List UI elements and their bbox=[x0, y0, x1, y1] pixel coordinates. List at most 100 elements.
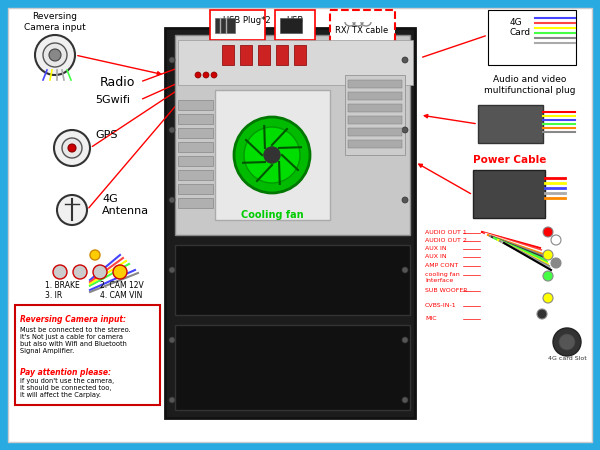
FancyBboxPatch shape bbox=[178, 156, 213, 166]
Circle shape bbox=[551, 235, 561, 245]
Circle shape bbox=[551, 258, 561, 268]
Circle shape bbox=[169, 337, 175, 343]
Circle shape bbox=[90, 250, 100, 260]
FancyBboxPatch shape bbox=[215, 18, 235, 33]
Text: Power Cable: Power Cable bbox=[473, 155, 547, 165]
Text: GPS: GPS bbox=[95, 130, 118, 140]
Text: 4: 4 bbox=[118, 269, 122, 275]
Text: Radio: Radio bbox=[100, 76, 135, 89]
Text: USB Plug*2: USB Plug*2 bbox=[223, 16, 271, 25]
Circle shape bbox=[402, 57, 408, 63]
FancyBboxPatch shape bbox=[215, 90, 330, 220]
Circle shape bbox=[43, 43, 67, 67]
Text: AMP CONT: AMP CONT bbox=[425, 263, 458, 268]
Circle shape bbox=[543, 293, 553, 303]
Text: MIC: MIC bbox=[425, 316, 437, 321]
FancyBboxPatch shape bbox=[258, 45, 270, 65]
Circle shape bbox=[234, 117, 310, 193]
FancyBboxPatch shape bbox=[478, 105, 543, 143]
Circle shape bbox=[543, 271, 553, 281]
Circle shape bbox=[402, 267, 408, 273]
FancyBboxPatch shape bbox=[178, 114, 213, 124]
Text: CVBS-IN-1: CVBS-IN-1 bbox=[425, 303, 457, 308]
FancyBboxPatch shape bbox=[178, 170, 213, 180]
Text: AUDIO OUT 1: AUDIO OUT 1 bbox=[425, 230, 467, 235]
Text: 4G
Antenna: 4G Antenna bbox=[102, 194, 149, 216]
FancyBboxPatch shape bbox=[15, 305, 160, 405]
FancyBboxPatch shape bbox=[8, 8, 592, 442]
FancyBboxPatch shape bbox=[348, 140, 402, 148]
Text: 2: 2 bbox=[77, 269, 82, 275]
FancyBboxPatch shape bbox=[175, 245, 410, 315]
Circle shape bbox=[169, 127, 175, 133]
Circle shape bbox=[93, 265, 107, 279]
Circle shape bbox=[73, 265, 87, 279]
Text: 4G card Slot: 4G card Slot bbox=[548, 356, 586, 360]
Text: 4. CAM VIN: 4. CAM VIN bbox=[100, 292, 142, 301]
Text: 3. IR: 3. IR bbox=[45, 292, 62, 301]
Text: AUX IN: AUX IN bbox=[425, 254, 446, 259]
Circle shape bbox=[169, 57, 175, 63]
FancyBboxPatch shape bbox=[175, 325, 410, 410]
Circle shape bbox=[402, 337, 408, 343]
Circle shape bbox=[244, 127, 300, 183]
FancyBboxPatch shape bbox=[348, 80, 402, 88]
Circle shape bbox=[543, 250, 553, 260]
Circle shape bbox=[169, 397, 175, 403]
Text: Pay attention please:: Pay attention please: bbox=[20, 368, 111, 377]
Text: Audio and video
multifunctional plug: Audio and video multifunctional plug bbox=[484, 75, 576, 94]
FancyBboxPatch shape bbox=[178, 128, 213, 138]
Circle shape bbox=[35, 35, 75, 75]
FancyBboxPatch shape bbox=[178, 184, 213, 194]
Circle shape bbox=[553, 328, 581, 356]
FancyBboxPatch shape bbox=[178, 100, 213, 110]
FancyBboxPatch shape bbox=[178, 142, 213, 152]
Text: SUB WOOFER: SUB WOOFER bbox=[425, 288, 467, 293]
Circle shape bbox=[211, 72, 217, 78]
Circle shape bbox=[543, 227, 553, 237]
Circle shape bbox=[195, 72, 201, 78]
FancyBboxPatch shape bbox=[178, 198, 213, 208]
FancyBboxPatch shape bbox=[276, 45, 288, 65]
Text: AUX IN: AUX IN bbox=[425, 246, 446, 251]
Text: 1. BRAKE: 1. BRAKE bbox=[45, 282, 80, 291]
FancyBboxPatch shape bbox=[348, 92, 402, 100]
FancyBboxPatch shape bbox=[488, 10, 576, 65]
Text: 3: 3 bbox=[98, 269, 103, 275]
Circle shape bbox=[264, 147, 280, 163]
FancyBboxPatch shape bbox=[348, 128, 402, 136]
Text: 1: 1 bbox=[58, 269, 62, 275]
Circle shape bbox=[402, 397, 408, 403]
Text: RX/ TX cable: RX/ TX cable bbox=[335, 26, 389, 35]
FancyBboxPatch shape bbox=[222, 45, 234, 65]
Circle shape bbox=[113, 265, 127, 279]
Circle shape bbox=[169, 267, 175, 273]
Circle shape bbox=[54, 130, 90, 166]
FancyBboxPatch shape bbox=[345, 75, 405, 155]
Text: cooling fan
Interface: cooling fan Interface bbox=[425, 272, 460, 283]
Text: Must be connected to the stereo.
it's Not just a cable for camera
but also with : Must be connected to the stereo. it's No… bbox=[20, 327, 131, 354]
FancyBboxPatch shape bbox=[348, 116, 402, 124]
FancyBboxPatch shape bbox=[210, 10, 265, 40]
FancyBboxPatch shape bbox=[330, 10, 395, 50]
Text: AUDIO OUT 2: AUDIO OUT 2 bbox=[425, 238, 467, 243]
Circle shape bbox=[169, 197, 175, 203]
Circle shape bbox=[402, 127, 408, 133]
Circle shape bbox=[53, 265, 67, 279]
Circle shape bbox=[559, 334, 575, 350]
Circle shape bbox=[537, 309, 547, 319]
FancyBboxPatch shape bbox=[240, 45, 252, 65]
Text: Reversing
Camera input: Reversing Camera input bbox=[24, 12, 86, 32]
FancyBboxPatch shape bbox=[275, 10, 315, 40]
Text: Cooling fan: Cooling fan bbox=[241, 210, 304, 220]
FancyBboxPatch shape bbox=[294, 45, 306, 65]
Circle shape bbox=[68, 144, 76, 152]
FancyBboxPatch shape bbox=[473, 170, 545, 218]
FancyBboxPatch shape bbox=[175, 35, 410, 235]
Text: USB: USB bbox=[286, 16, 304, 25]
Circle shape bbox=[402, 197, 408, 203]
FancyBboxPatch shape bbox=[165, 28, 415, 418]
FancyBboxPatch shape bbox=[280, 18, 302, 33]
Text: Reversing Camera input:: Reversing Camera input: bbox=[20, 315, 126, 324]
Circle shape bbox=[62, 138, 82, 158]
